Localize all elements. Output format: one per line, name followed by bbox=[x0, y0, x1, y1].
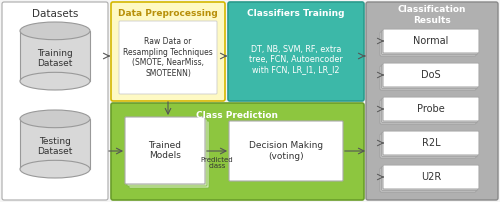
Text: U2R: U2R bbox=[421, 172, 441, 182]
FancyBboxPatch shape bbox=[2, 2, 108, 200]
FancyBboxPatch shape bbox=[111, 103, 364, 200]
FancyBboxPatch shape bbox=[383, 29, 479, 53]
Text: Testing
Dataset: Testing Dataset bbox=[38, 137, 72, 156]
Text: DoS: DoS bbox=[421, 70, 441, 80]
FancyBboxPatch shape bbox=[382, 31, 478, 55]
Text: Predicted
class: Predicted class bbox=[200, 157, 234, 169]
Text: Training
Dataset: Training Dataset bbox=[37, 49, 73, 68]
FancyBboxPatch shape bbox=[111, 2, 225, 101]
Text: DT, NB, SVM, RF, extra
tree, FCN, Autoencoder
with FCN, LR_l1, LR_l2: DT, NB, SVM, RF, extra tree, FCN, Autoen… bbox=[249, 45, 343, 74]
Ellipse shape bbox=[20, 72, 90, 90]
Text: Raw Data or
Resampling Techniques
(SMOTE, NearMiss,
SMOTEENN): Raw Data or Resampling Techniques (SMOTE… bbox=[123, 37, 213, 78]
FancyBboxPatch shape bbox=[380, 66, 476, 90]
Text: Datasets: Datasets bbox=[32, 9, 78, 19]
FancyBboxPatch shape bbox=[382, 99, 478, 122]
Text: Class Prediction: Class Prediction bbox=[196, 112, 278, 121]
Text: Trained
Models: Trained Models bbox=[148, 141, 182, 160]
FancyBboxPatch shape bbox=[383, 165, 479, 189]
FancyBboxPatch shape bbox=[383, 63, 479, 87]
FancyBboxPatch shape bbox=[127, 119, 207, 186]
FancyBboxPatch shape bbox=[228, 2, 364, 101]
FancyBboxPatch shape bbox=[129, 121, 209, 188]
FancyBboxPatch shape bbox=[382, 133, 478, 157]
Text: Classifiers Training: Classifiers Training bbox=[247, 9, 345, 19]
FancyBboxPatch shape bbox=[382, 64, 478, 88]
Text: R2L: R2L bbox=[422, 138, 440, 148]
FancyBboxPatch shape bbox=[383, 97, 479, 121]
Text: Normal: Normal bbox=[414, 36, 448, 46]
Bar bbox=[20, 119, 90, 169]
FancyBboxPatch shape bbox=[383, 131, 479, 155]
Text: Data Preprocessing: Data Preprocessing bbox=[118, 9, 218, 19]
FancyBboxPatch shape bbox=[380, 134, 476, 158]
Ellipse shape bbox=[20, 22, 90, 40]
FancyBboxPatch shape bbox=[229, 121, 343, 181]
Text: Decision Making
(voting): Decision Making (voting) bbox=[249, 141, 323, 161]
Bar bbox=[20, 31, 90, 81]
FancyBboxPatch shape bbox=[380, 32, 476, 56]
Ellipse shape bbox=[20, 160, 90, 178]
FancyBboxPatch shape bbox=[380, 168, 476, 192]
Text: Probe: Probe bbox=[417, 104, 445, 114]
FancyBboxPatch shape bbox=[119, 21, 217, 94]
FancyBboxPatch shape bbox=[366, 2, 498, 200]
FancyBboxPatch shape bbox=[380, 100, 476, 124]
Text: Classification
Results: Classification Results bbox=[398, 5, 466, 25]
FancyBboxPatch shape bbox=[125, 117, 205, 184]
Ellipse shape bbox=[20, 110, 90, 128]
FancyBboxPatch shape bbox=[382, 166, 478, 190]
